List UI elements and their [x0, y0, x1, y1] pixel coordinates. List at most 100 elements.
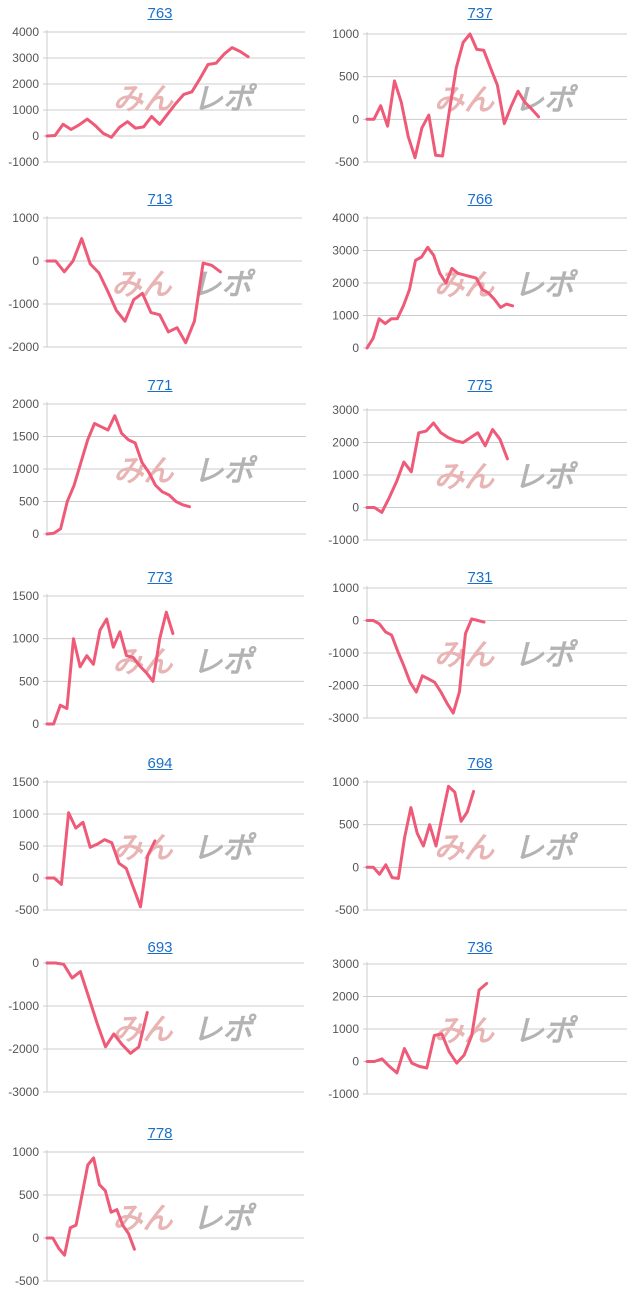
y-tick-label: 0 [352, 341, 359, 355]
chart-panel: 763 -1000 0 1000 2000 3000 4000 みん レポ [0, 0, 320, 186]
watermark-part2: レポ [514, 1014, 579, 1049]
watermark-logo: みん レポ [434, 83, 579, 118]
chart-panel: 694 -500 0 500 1000 1500 みん レポ [0, 750, 320, 936]
chart-panel: 778 -500 0 500 1000 みん レポ [0, 1120, 320, 1306]
chart-panel: 771 0 500 1000 1500 2000 みん レポ [0, 372, 320, 558]
watermark-part1: みん [434, 83, 495, 118]
chart-title-link[interactable]: 693 [147, 939, 173, 956]
y-tick-label: 1000 [332, 468, 359, 482]
y-tick-label: 0 [352, 112, 359, 126]
chart-title-link[interactable]: 731 [467, 569, 493, 586]
y-tick-label: -1000 [328, 533, 359, 547]
y-tick-label: 500 [339, 818, 359, 832]
y-tick-label: 3000 [12, 51, 39, 65]
chart-panel: 731 -3000 -2000 -1000 0 1000 みん レポ [320, 564, 640, 750]
chart-title-link[interactable]: 771 [147, 377, 173, 394]
chart-title-link[interactable]: 768 [467, 755, 493, 772]
y-tick-label: 0 [32, 254, 39, 268]
watermark-part2: レポ [193, 831, 258, 866]
line-chart: -500 0 500 1000 みん レポ [12, 1145, 304, 1288]
watermark-part1: みん [434, 460, 495, 495]
y-tick-label: 1000 [12, 211, 39, 225]
y-tick-label: 2000 [12, 77, 39, 91]
y-tick-label: 0 [352, 614, 359, 628]
chart-title-link[interactable]: 737 [467, 5, 493, 22]
chart-panel: 775 -1000 0 1000 2000 3000 みん レポ [320, 372, 640, 558]
chart-title-link[interactable]: 694 [147, 755, 173, 772]
line-chart: -500 0 500 1000 みん レポ [332, 775, 627, 917]
y-tick-label: 500 [19, 1188, 39, 1202]
line-chart: 0 500 1000 1500 みん レポ [12, 589, 304, 731]
y-tick-label: 500 [19, 495, 39, 509]
y-tick-label: 500 [339, 70, 359, 84]
watermark-part2: レポ [514, 268, 579, 303]
series-line [365, 617, 486, 715]
watermark-part1: みん [434, 831, 495, 866]
y-tick-label: 1500 [12, 430, 39, 444]
chart-panel: 773 0 500 1000 1500 みん レポ [0, 564, 320, 750]
y-tick-label: 1000 [12, 103, 39, 117]
series-line [365, 245, 515, 350]
line-chart: -3000 -2000 -1000 0 1000 みん レポ [328, 581, 627, 725]
watermark-logo: みん レポ [114, 454, 259, 489]
y-tick-label: -3000 [8, 1085, 39, 1099]
watermark-logo: みん レポ [434, 460, 579, 495]
watermark-logo: みん レポ [113, 82, 258, 117]
chart-title-link[interactable]: 713 [147, 191, 173, 208]
line-chart: 0 1000 2000 3000 4000 みん レポ [332, 211, 627, 355]
y-tick-label: 4000 [12, 25, 39, 39]
y-tick-label: 1000 [12, 632, 39, 646]
series-line [45, 46, 250, 139]
line-chart: -3000 -2000 -1000 0 みん レポ [8, 956, 304, 1099]
line-chart: 0 500 1000 1500 2000 みん レポ [12, 397, 306, 541]
watermark-part2: レポ [193, 1202, 258, 1237]
y-tick-label: 0 [32, 956, 39, 970]
y-tick-label: 0 [32, 1231, 39, 1245]
y-tick-label: -500 [15, 903, 39, 917]
y-tick-label: 3000 [332, 403, 359, 417]
y-tick-label: -1000 [8, 155, 39, 169]
watermark-part2: レポ [514, 460, 579, 495]
watermark-part1: みん [112, 268, 173, 303]
y-tick-label: 4000 [332, 211, 359, 225]
y-tick-label: 1000 [12, 807, 39, 821]
y-tick-label: -500 [15, 1274, 39, 1288]
y-tick-label: 2000 [332, 990, 359, 1004]
line-chart: -1000 0 1000 2000 3000 みん レポ [328, 957, 627, 1101]
watermark-part2: レポ [194, 454, 259, 489]
series-line [365, 784, 476, 880]
y-tick-label: 0 [32, 871, 39, 885]
y-tick-label: 2000 [332, 436, 359, 450]
chart-title-link[interactable]: 778 [147, 1125, 173, 1142]
chart-panel: 736 -1000 0 1000 2000 3000 みん レポ [320, 934, 640, 1120]
y-tick-label: 0 [352, 1055, 359, 1069]
chart-title-link[interactable]: 763 [147, 5, 173, 22]
watermark-logo: みん レポ [434, 638, 579, 673]
watermark-part2: レポ [193, 82, 258, 117]
line-chart: -2000 -1000 0 1000 みん レポ [8, 211, 302, 354]
chart-panel: 693 -3000 -2000 -1000 0 みん レポ [0, 934, 320, 1120]
y-tick-label: 0 [32, 717, 39, 731]
watermark-logo: みん レポ [113, 831, 258, 866]
watermark-logo: みん レポ [113, 645, 258, 680]
y-tick-label: 0 [32, 527, 39, 541]
chart-title-link[interactable]: 773 [147, 569, 173, 586]
watermark-part1: みん [113, 82, 174, 117]
watermark-part1: みん [113, 1202, 174, 1237]
chart-title-link[interactable]: 736 [467, 939, 493, 956]
watermark-part2: レポ [193, 1013, 258, 1048]
watermark-logo: みん レポ [112, 268, 257, 303]
line-chart: -500 0 500 1000 みん レポ [332, 27, 627, 169]
y-tick-label: 0 [352, 860, 359, 874]
y-tick-label: 1500 [12, 775, 39, 789]
chart-panel: 737 -500 0 500 1000 みん レポ [320, 0, 640, 186]
line-chart: -1000 0 1000 2000 3000 4000 みん レポ [8, 25, 305, 169]
chart-title-link[interactable]: 775 [467, 377, 493, 394]
y-tick-label: 1000 [12, 1145, 39, 1159]
y-tick-label: 1000 [332, 581, 359, 595]
watermark-part2: レポ [514, 638, 579, 673]
y-tick-label: 1000 [332, 775, 359, 789]
y-tick-label: 2000 [332, 276, 359, 290]
chart-title-link[interactable]: 766 [467, 191, 493, 208]
watermark-logo: みん レポ [113, 1013, 258, 1048]
